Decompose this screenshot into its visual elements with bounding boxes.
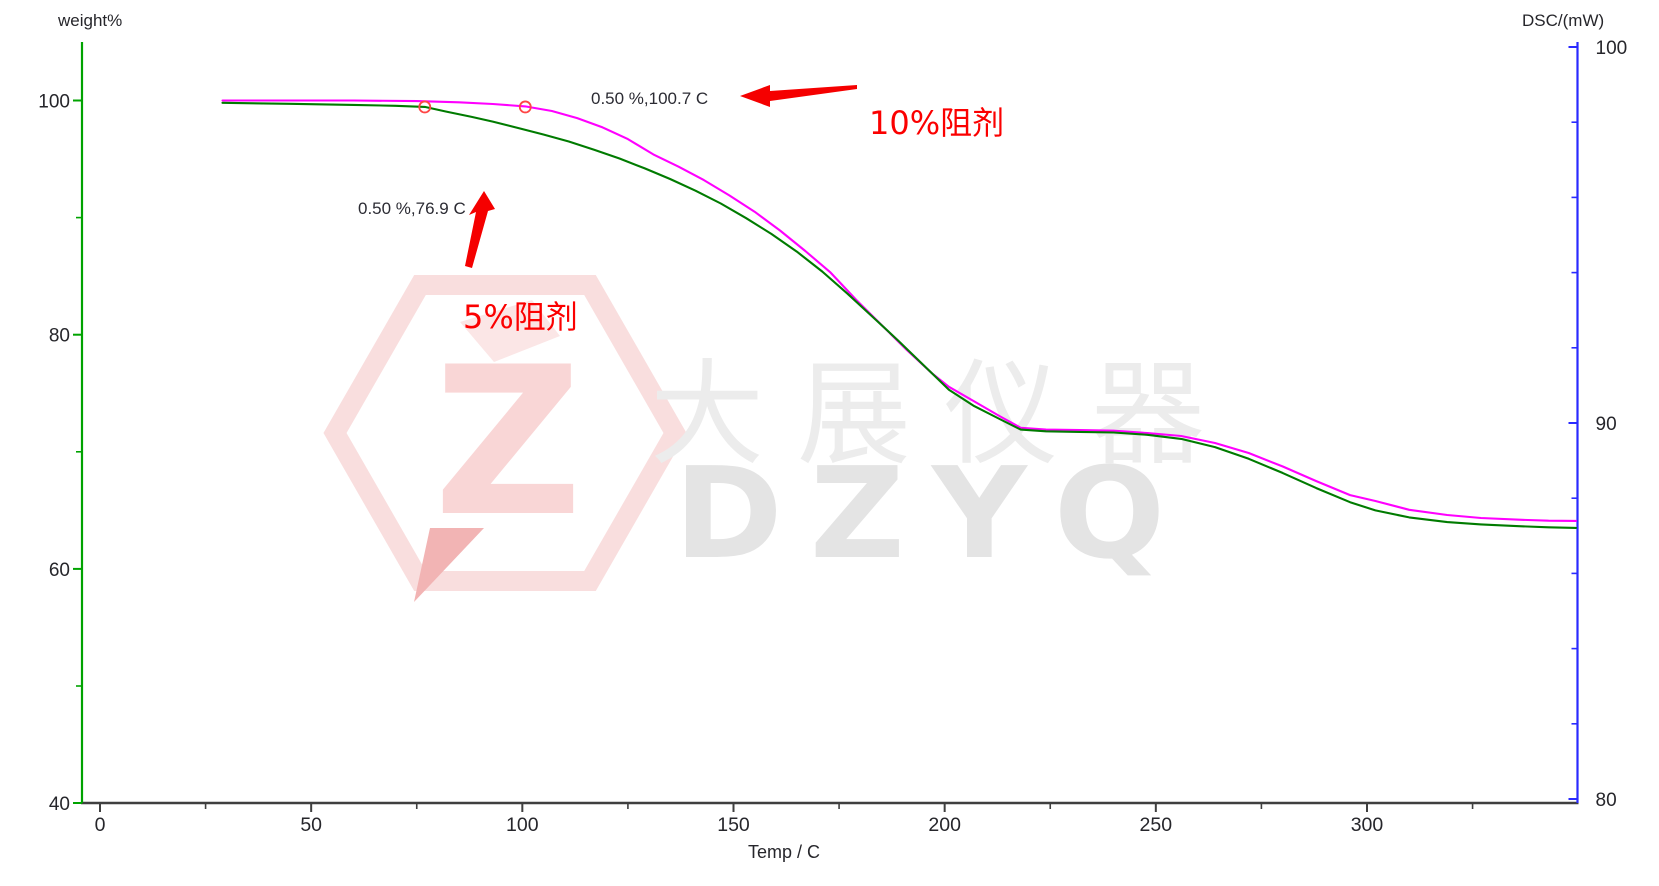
right-tick-label: 90: [1596, 414, 1617, 435]
left-axis-title: weight%: [58, 11, 123, 30]
onset-markers-group: [418, 100, 532, 114]
x-tick-label: 50: [300, 814, 322, 836]
x-tick-label: 250: [1140, 814, 1173, 836]
hexagon-bottom-accent: [414, 528, 484, 602]
axes-group: 0 50 100 150 200 250 300 100 80 60 40 100 90 80: [38, 38, 1627, 836]
watermark-latin-text: DZYQ: [674, 440, 1193, 587]
x-tick-label: 150: [717, 814, 750, 836]
arrow-to-green-onset-icon: [465, 191, 495, 268]
curves-group: [221, 99, 1578, 529]
tga-curve-10pct: [221, 99, 1578, 522]
arrow-to-magenta-onset-icon: [740, 85, 857, 107]
x-tick-label: 0: [95, 814, 106, 836]
right-tick-label: 80: [1596, 790, 1617, 811]
watermark-hexagon-logo: Z: [323, 275, 687, 602]
right-axis-title: DSC/(mW): [1522, 11, 1605, 30]
x-tick-label: 200: [928, 814, 961, 836]
hexagon-top-accent: [460, 300, 560, 362]
left-tick-label: 60: [49, 560, 70, 581]
onset-marker-icon: [518, 100, 532, 114]
annotation-arrows: [465, 85, 857, 268]
hexagon-z-glyph: Z: [434, 324, 583, 562]
green-onset-label: 0.50 %,76.9 C: [358, 199, 466, 218]
onset-marker-icon: [418, 100, 432, 114]
tga-curve-5pct: [221, 101, 1578, 529]
left-tick-label: 100: [38, 92, 70, 113]
magenta-onset-label: 0.50 %,100.7 C: [591, 89, 709, 108]
left-tick-label: 80: [49, 326, 70, 347]
series-label-10pct: 10%阻剂: [869, 104, 1005, 142]
x-axis-title: Temp / C: [748, 842, 821, 862]
right-tick-label: 100: [1596, 38, 1628, 59]
x-tick-label: 300: [1351, 814, 1384, 836]
series-label-5pct: 5%阻剂: [463, 298, 578, 336]
left-tick-label: 40: [49, 794, 70, 815]
x-tick-label: 100: [506, 814, 539, 836]
